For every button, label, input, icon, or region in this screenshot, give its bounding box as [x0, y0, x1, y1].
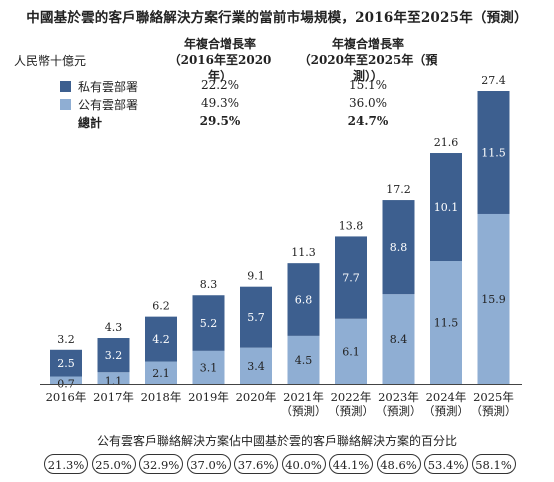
category-label: （預測） [281, 404, 327, 418]
bar-segment [430, 261, 462, 384]
bar-segment [382, 200, 415, 295]
bar-segment [50, 349, 82, 377]
share-pill: 21.3% [44, 454, 88, 474]
share-pill: 37.6% [234, 454, 278, 474]
cagr-header-2020-2025: 年複合增長率 （2020年至2025年（預測）） [298, 37, 438, 83]
data-label: 4.5 [295, 354, 313, 367]
bar-segment [335, 318, 367, 384]
legend-label: 公有雲部署 [78, 98, 139, 112]
category-label: 2020年 [236, 390, 277, 404]
data-label: 15.9 [481, 293, 506, 306]
cagr-value-period2: 36.0% [348, 96, 388, 110]
category-label: （預測） [471, 404, 517, 418]
total-label: 8.3 [200, 278, 218, 291]
data-label: 11.5 [481, 146, 506, 159]
category-label: 2017年 [93, 390, 134, 404]
data-label: 5.7 [247, 311, 265, 324]
share-pill: 58.1% [471, 454, 516, 474]
data-label: 3.4 [247, 360, 265, 373]
bar-segment [287, 335, 320, 384]
total-label: 4.3 [105, 321, 123, 334]
category-label: 2021年 [283, 390, 324, 404]
data-label: 3.1 [200, 361, 218, 374]
legend-swatch [60, 81, 71, 92]
category-label: （預測） [328, 404, 374, 418]
category-label: 2018年 [141, 390, 182, 404]
data-label: 3.2 [105, 349, 123, 362]
data-label: 5.2 [200, 317, 218, 330]
total-label: 3.2 [57, 333, 75, 346]
bar-segment [430, 153, 462, 262]
share-pill: 53.4% [424, 454, 468, 474]
total-label: 27.4 [481, 74, 506, 87]
category-label: 2019年 [188, 390, 229, 404]
bar-segment [477, 91, 510, 214]
data-label: 1.1 [105, 375, 123, 388]
cagr-header-2016-2020: 年複合增長率 （2016年至2020年） [168, 37, 272, 83]
cagr-value-period1: 29.5% [199, 114, 241, 128]
category-label: 2024年 [426, 390, 467, 404]
category-label: 2016年 [46, 390, 87, 404]
bar-segment [97, 338, 130, 373]
share-pill: 40.0% [281, 454, 326, 474]
share-pill: 44.1% [329, 454, 373, 474]
category-label: （預測） [376, 404, 422, 418]
share-pill: 48.6% [376, 454, 421, 474]
total-label: 6.2 [152, 300, 170, 313]
category-label: 2022年 [331, 390, 372, 404]
cagr-value-period1: 22.2% [200, 78, 240, 92]
bar-segment [382, 294, 415, 384]
legend-swatch [60, 99, 71, 110]
category-label: （預測） [423, 404, 469, 418]
legend-label: 總計 [78, 116, 103, 130]
total-label: 17.2 [386, 183, 411, 196]
legend-label: 私有雲部署 [78, 80, 139, 94]
bar-segment [192, 295, 225, 351]
data-label: 8.8 [390, 241, 408, 254]
data-label: 6.1 [342, 345, 360, 358]
data-label: 8.4 [390, 333, 408, 346]
bar-segment [240, 347, 272, 384]
share-pill: 25.0% [91, 454, 136, 474]
cagr-value-period1: 49.3% [200, 96, 240, 110]
unit-label: 人民幣十億元 [14, 54, 87, 68]
data-label: 6.8 [295, 294, 313, 307]
total-label: 11.3 [291, 246, 316, 259]
bar-segment [477, 213, 510, 384]
data-label: 2.1 [152, 367, 170, 380]
data-label: 4.2 [152, 333, 170, 346]
data-label: 7.7 [342, 272, 360, 285]
share-pill: 32.9% [139, 454, 183, 474]
data-label: 10.1 [434, 201, 459, 214]
bar-segment [97, 372, 130, 384]
data-label: 2.5 [57, 357, 75, 370]
total-label: 9.1 [247, 270, 265, 283]
chart-title: 中國基於雲的客戶聯絡解決方案行業的當前市場規模，2016年至2025年（預測） [26, 10, 528, 26]
bar-segment [50, 376, 82, 384]
category-label: 2023年 [378, 390, 419, 404]
category-label: 2025年 [473, 390, 514, 404]
total-label: 13.8 [339, 219, 364, 232]
data-label: 0.7 [57, 377, 75, 390]
share-pill: 37.0% [186, 454, 231, 474]
bar-segment [145, 361, 177, 384]
cagr-value-period2: 15.1% [348, 78, 388, 92]
bar-segment [192, 350, 225, 384]
bar-segment [335, 236, 367, 319]
cagr-value-period2: 24.7% [347, 114, 389, 128]
share-caption: 公有雲客戶聯絡解決方案佔中國基於雲的客戶聯絡解決方案的百分比 [96, 434, 457, 448]
bar-segment [240, 286, 272, 348]
bar-segment [287, 263, 320, 336]
bar-segment [145, 316, 177, 362]
data-label: 11.5 [434, 317, 459, 330]
total-label: 21.6 [434, 136, 459, 149]
